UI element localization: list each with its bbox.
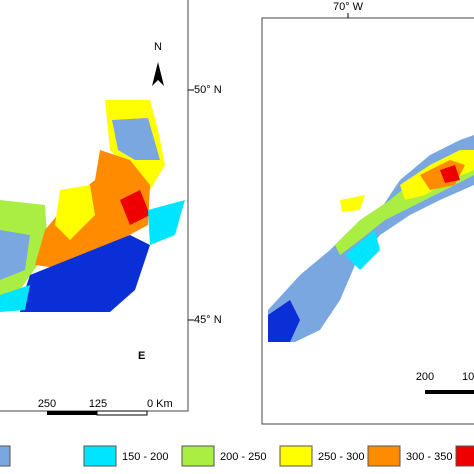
right-scale-bar: 200 10 <box>416 371 474 394</box>
north-label: N <box>154 41 162 53</box>
left-scale-bar: 250 125 0 Km <box>38 398 173 416</box>
north-arrow: N <box>152 41 164 86</box>
right-frame <box>261 17 474 425</box>
legend-label: 300 - 350 <box>406 451 452 463</box>
scale-label: 10 <box>462 371 474 383</box>
scale-label: 125 <box>89 398 107 410</box>
panel-label: E <box>138 350 145 362</box>
legend-swatch <box>455 445 474 467</box>
scale-label: 0 Km <box>147 398 173 410</box>
legend-swatch <box>83 445 117 467</box>
legend-swatch <box>279 445 313 467</box>
legend-label: 250 - 300 <box>318 451 364 463</box>
legend-label: 200 - 250 <box>220 451 266 463</box>
right-map <box>268 135 474 342</box>
lon-label: 70° W <box>333 1 364 13</box>
legend-swatch <box>367 445 401 467</box>
legend-swatch <box>181 445 215 467</box>
scale-label: 250 <box>38 398 56 410</box>
left-map <box>0 100 185 312</box>
lat-label: 45° N <box>194 314 222 326</box>
scale-label: 200 <box>416 371 434 383</box>
lat-label: 50° N <box>194 84 222 96</box>
legend-label: 150 - 200 <box>122 451 168 463</box>
legend-swatch <box>0 445 11 467</box>
